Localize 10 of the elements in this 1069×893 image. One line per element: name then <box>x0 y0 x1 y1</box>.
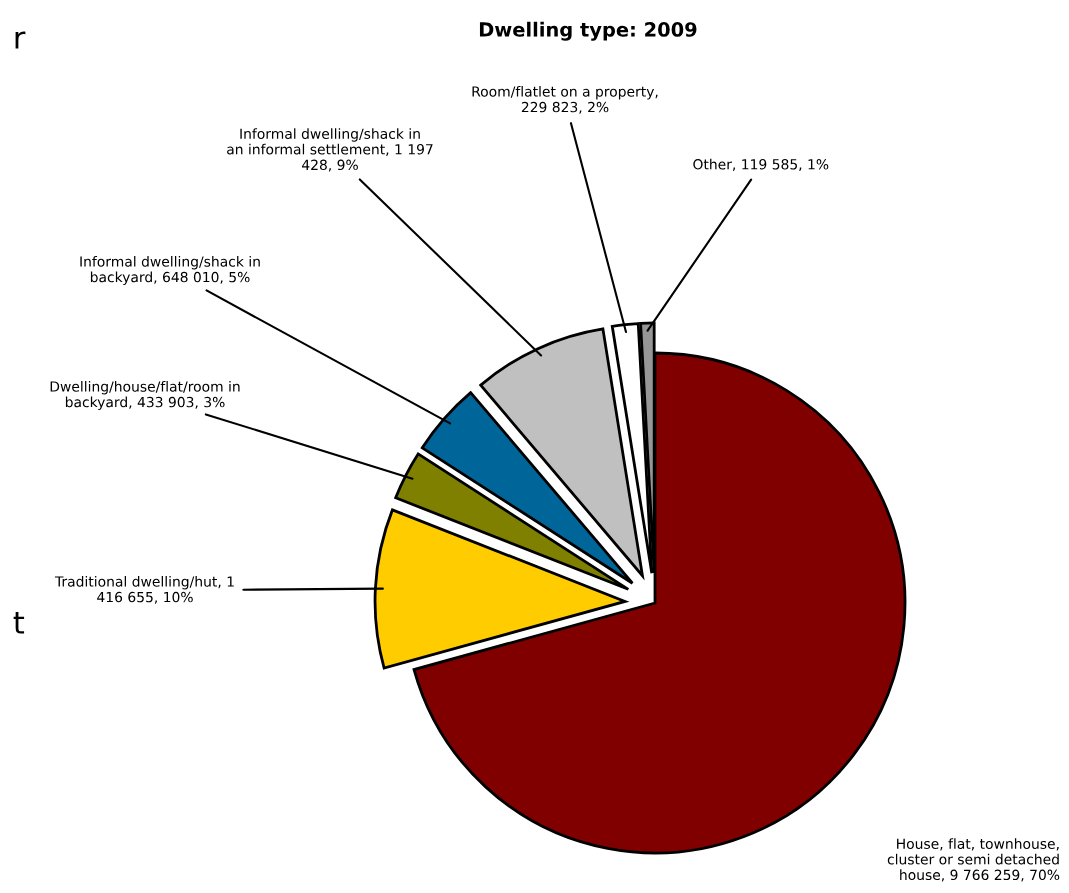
slice-label: House, flat, townhouse, cluster or semi detached house, 9 766 259, 70% <box>887 838 1060 882</box>
text: r <box>15 31 26 49</box>
slice-label: Dwelling/house/flat/room in backyard, 433 903, 3% <box>50 381 240 410</box>
text: t <box>13 612 25 634</box>
slice-label: Traditional dwelling/hut, 1 416 655, 10% <box>54 576 234 604</box>
slice-label: Informal dwelling/shack in backyard, 648 010, 5% <box>80 256 260 285</box>
slice-label: Informal dwelling/shack in an informal settlement, 1 197 428, 9% <box>227 128 433 172</box>
slice-label: Other, 119 585, 1% <box>693 158 829 171</box>
chart-title: Dwelling type: 2009 <box>479 21 697 41</box>
slice-label: Room/flatlet on a property, 229 823, 2% <box>472 86 658 114</box>
